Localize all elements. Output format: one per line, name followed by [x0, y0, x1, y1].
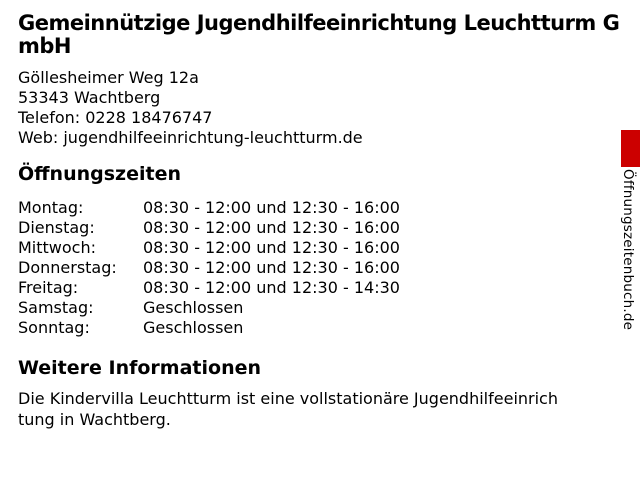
hours-row-saturday: Samstag: Geschlossen — [18, 298, 610, 318]
time-value: 08:30 - 12:00 und 12:30 - 16:00 — [143, 218, 400, 237]
more-info-heading: Weitere Informationen — [18, 357, 262, 379]
page-title: Gemeinnützige Jugendhilfeeinrichtung Leu… — [18, 11, 620, 58]
site-brand-vertical-text: Öffnungszeitenbuch.de — [620, 169, 636, 331]
address-block: Göllesheimer Weg 12a 53343 Wachtberg Tel… — [18, 68, 610, 148]
day-label: Freitag: — [18, 278, 79, 297]
hours-row-tuesday: Dienstag: 08:30 - 12:00 und 12:30 - 16:0… — [18, 218, 610, 238]
time-value: Geschlossen — [143, 318, 244, 337]
hours-row-thursday: Donnerstag: 08:30 - 12:00 und 12:30 - 16… — [18, 258, 610, 278]
description-line-2: tung in Wachtberg. — [18, 410, 171, 429]
time-value: Geschlossen — [143, 298, 244, 317]
description-line-1: Die Kindervilla Leuchtturm ist eine voll… — [18, 389, 558, 408]
day-label: Montag: — [18, 198, 84, 217]
time-value: 08:30 - 12:00 und 12:30 - 16:00 — [143, 238, 400, 257]
day-label: Dienstag: — [18, 218, 95, 237]
time-value: 08:30 - 12:00 und 12:30 - 16:00 — [143, 198, 400, 217]
day-label: Mittwoch: — [18, 238, 96, 257]
description-paragraph: Die Kindervilla Leuchtturm ist eine voll… — [18, 388, 610, 430]
opening-hours-table: Montag: 08:30 - 12:00 und 12:30 - 16:00 … — [18, 198, 610, 338]
main-content: Gemeinnützige Jugendhilfeeinrichtung Leu… — [18, 11, 620, 430]
red-bookmark-ribbon — [621, 130, 640, 167]
hours-row-wednesday: Mittwoch: 08:30 - 12:00 und 12:30 - 16:0… — [18, 238, 610, 258]
page-title-line-2: mbH — [18, 34, 72, 58]
day-label: Donnerstag: — [18, 258, 117, 277]
city-line: 53343 Wachtberg — [18, 88, 161, 107]
time-value: 08:30 - 12:00 und 12:30 - 16:00 — [143, 258, 400, 277]
day-label: Samstag: — [18, 298, 94, 317]
time-value: 08:30 - 12:00 und 12:30 - 14:30 — [143, 278, 400, 297]
opening-hours-heading: Öffnungszeiten — [18, 163, 181, 185]
street-line: Göllesheimer Weg 12a — [18, 68, 199, 87]
hours-row-monday: Montag: 08:30 - 12:00 und 12:30 - 16:00 — [18, 198, 610, 218]
hours-row-sunday: Sonntag: Geschlossen — [18, 318, 610, 338]
page-title-line-1: Gemeinnützige Jugendhilfeeinrichtung Leu… — [18, 11, 620, 35]
day-label: Sonntag: — [18, 318, 90, 337]
phone-line: Telefon: 0228 18476747 — [18, 108, 213, 127]
website-line: Web: jugendhilfeeinrichtung-leuchtturm.d… — [18, 128, 363, 147]
hours-row-friday: Freitag: 08:30 - 12:00 und 12:30 - 14:30 — [18, 278, 610, 298]
